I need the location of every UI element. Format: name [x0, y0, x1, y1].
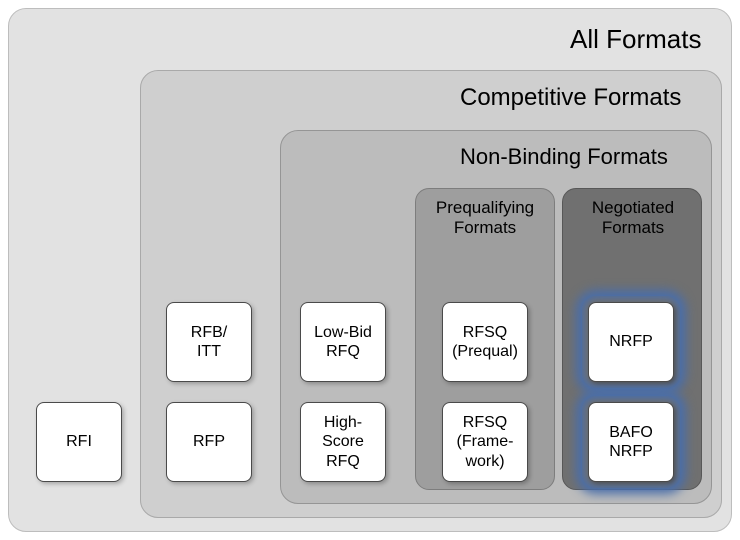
label-nrfp: NRFP	[609, 332, 653, 351]
label-lowbid-rfq: Low-BidRFQ	[314, 323, 372, 361]
box-rfi: RFI	[36, 402, 122, 482]
title-negotiated-formats: Negotiated Formats	[576, 198, 690, 237]
box-rfsq-prequal: RFSQ(Prequal)	[442, 302, 528, 382]
title-competitive-formats: Competitive Formats	[460, 84, 681, 112]
title-prequal-line1: Prequalifying	[436, 198, 534, 217]
title-all-formats: All Formats	[570, 24, 701, 55]
box-lowbid-rfq: Low-BidRFQ	[300, 302, 386, 382]
title-negotiated-line2: Formats	[602, 218, 664, 237]
label-rfb-itt: RFB/ITT	[191, 323, 227, 361]
label-rfi: RFI	[66, 432, 92, 451]
box-highscore-rfq: High-ScoreRFQ	[300, 402, 386, 482]
title-negotiated-line1: Negotiated	[592, 198, 674, 217]
box-rfb-itt: RFB/ITT	[166, 302, 252, 382]
label-rfsq-framework: RFSQ(Frame-work)	[457, 413, 514, 471]
label-rfp: RFP	[193, 432, 225, 451]
box-rfp: RFP	[166, 402, 252, 482]
box-rfsq-framework: RFSQ(Frame-work)	[442, 402, 528, 482]
title-prequal-line2: Formats	[454, 218, 516, 237]
box-bafo-nrfp: BAFONRFP	[588, 402, 674, 482]
title-nonbinding-formats: Non-Binding Formats	[460, 144, 668, 170]
box-nrfp: NRFP	[588, 302, 674, 382]
label-bafo-nrfp: BAFONRFP	[609, 423, 653, 461]
diagram-canvas: All Formats Competitive Formats Non-Bind…	[0, 0, 740, 540]
title-prequalifying-formats: Prequalifying Formats	[428, 198, 542, 237]
label-rfsq-prequal: RFSQ(Prequal)	[452, 323, 518, 361]
label-highscore-rfq: High-ScoreRFQ	[322, 413, 364, 471]
